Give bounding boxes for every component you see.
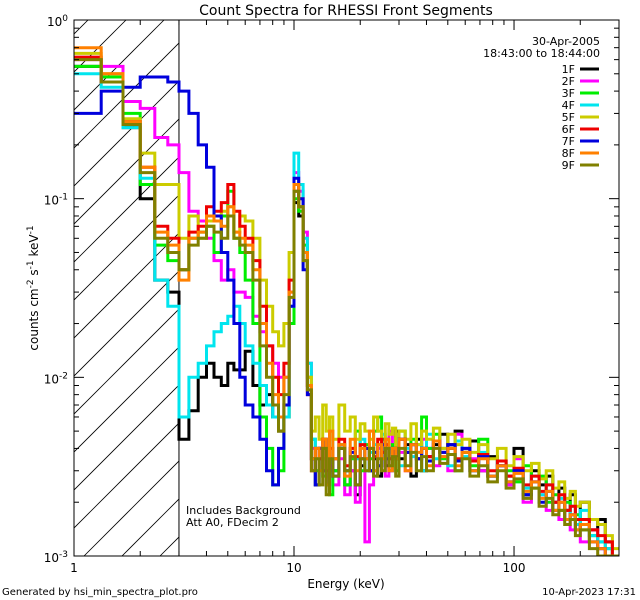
hatch-line	[74, 20, 165, 111]
observation-date: 30-Apr-2005	[532, 35, 600, 48]
legend-label-2f: 2F	[562, 75, 575, 88]
y-tick-label-1e-2: 10-2	[44, 371, 68, 386]
plot-frame	[73, 19, 620, 557]
y-tick-label-1e-3: 10-3	[44, 550, 68, 565]
chart-title: Count Spectra for RHESSI Front Segments	[199, 3, 493, 19]
series-layer	[74, 46, 619, 556]
hatch-line	[74, 20, 127, 73]
hatch-line	[74, 232, 179, 339]
legend-label-6f: 6F	[562, 123, 575, 136]
annotation-attenuator: Att A0, FDecim 2	[186, 516, 279, 529]
footer-timestamp: 10-Apr-2023 17:31	[542, 587, 636, 598]
hatch-line	[74, 384, 179, 491]
legend-label-5f: 5F	[562, 111, 575, 124]
hatch-line	[74, 118, 179, 225]
y-tick-label-1e-1: 10-1	[44, 193, 68, 208]
legend-label-3f: 3F	[562, 87, 575, 100]
legend-label-7f: 7F	[562, 135, 575, 148]
legend-label-9f: 9F	[562, 159, 575, 172]
time-range: 18:43:00 to 18:44:00	[483, 47, 600, 60]
hatched-region	[74, 20, 180, 556]
axis-ticks	[73, 19, 620, 557]
x-tick-label-1: 1	[70, 561, 78, 575]
x-tick-label-10: 10	[286, 561, 301, 575]
hatch-line	[74, 346, 179, 453]
series-line-9f	[74, 58, 619, 556]
hatch-line	[83, 460, 179, 556]
y-axis-label: counts cm-2 s-1 keV-1	[26, 225, 41, 350]
hatch-line	[74, 270, 179, 377]
hatch-line	[74, 20, 89, 35]
footer-generated-by: Generated by hsi_min_spectra_plot.pro	[2, 587, 198, 598]
legend-label-8f: 8F	[562, 147, 575, 160]
x-axis-label: Energy (keV)	[307, 577, 384, 591]
hatch-line	[74, 42, 179, 149]
legend-label-4f: 4F	[562, 99, 575, 112]
hatch-line	[74, 80, 179, 187]
annotation-background: Includes Background	[186, 504, 301, 517]
hatch-line	[74, 422, 179, 529]
legend-label-1f: 1F	[562, 63, 575, 76]
hatch-line	[74, 194, 179, 301]
x-tick-label-100: 100	[503, 561, 526, 575]
y-tick-label-1e0: 100	[47, 14, 68, 29]
